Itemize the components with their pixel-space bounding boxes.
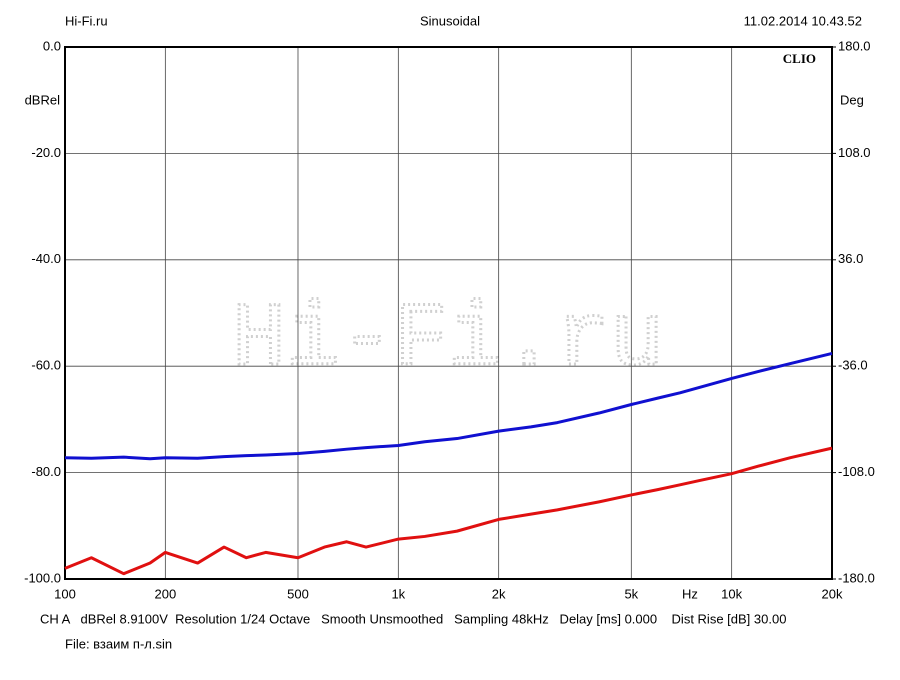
plot-frame bbox=[64, 46, 833, 580]
y-tick-label: -20.0 bbox=[31, 145, 61, 160]
watermark: Hi-Fi.ru bbox=[232, 290, 664, 392]
brand: CLIO bbox=[783, 51, 816, 66]
x-tick-label: 200 bbox=[154, 586, 176, 601]
y2-tick-label: -36.0 bbox=[838, 358, 868, 373]
x-axis-label: Hz bbox=[682, 586, 698, 601]
x-tick-label: 2k bbox=[492, 586, 506, 601]
file-name: File: взаим п-л.sin bbox=[65, 636, 172, 651]
x-tick-label: 1k bbox=[391, 586, 405, 601]
y-axis-label: dBRel bbox=[25, 92, 61, 107]
y2-axis-label: Deg bbox=[840, 92, 864, 107]
y-tick-label: -100.0 bbox=[24, 570, 61, 585]
y-tick-label: -80.0 bbox=[31, 464, 61, 479]
y2-tick-label: 108.0 bbox=[838, 145, 871, 160]
y-tick-label: -60.0 bbox=[31, 358, 61, 373]
x-tick-label: 500 bbox=[287, 586, 309, 601]
chart-title: Sinusoidal bbox=[420, 13, 480, 28]
y2-tick-label: 36.0 bbox=[838, 251, 863, 266]
header-right: 11.02.2014 10.43.52 bbox=[744, 13, 862, 28]
y-tick-label: -40.0 bbox=[31, 251, 61, 266]
series-line bbox=[64, 351, 833, 461]
x-tick-label: 20k bbox=[822, 586, 843, 601]
x-tick-label: 10k bbox=[721, 586, 742, 601]
x-tick-label: 5k bbox=[624, 586, 638, 601]
series-line bbox=[64, 446, 833, 576]
y2-tick-label: -180.0 bbox=[838, 570, 875, 585]
x-tick-label: 100 bbox=[54, 586, 76, 601]
y2-tick-label: 180.0 bbox=[838, 38, 871, 53]
y2-tick-label: -108.0 bbox=[838, 464, 875, 479]
y-tick-label: 0.0 bbox=[43, 38, 61, 53]
header-left: Hi-Fi.ru bbox=[65, 13, 108, 28]
footer: CH A dBRel 8.9100V Resolution 1/24 Octav… bbox=[40, 611, 786, 626]
